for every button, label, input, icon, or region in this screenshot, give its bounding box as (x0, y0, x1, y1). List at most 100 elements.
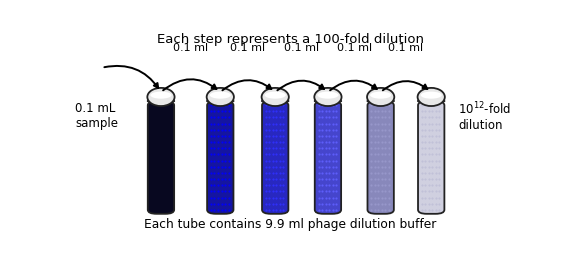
Point (265, 128, 274, 132)
Point (318, 134, 327, 138)
Point (321, 171, 330, 175)
Point (374, 189, 383, 194)
Point (276, 134, 285, 138)
Point (374, 152, 383, 156)
Point (325, 134, 334, 138)
Point (367, 115, 376, 119)
Point (224, 171, 233, 175)
Point (279, 171, 288, 175)
Point (314, 195, 323, 200)
Point (261, 134, 270, 138)
Point (318, 146, 327, 150)
Point (272, 109, 281, 113)
Point (370, 189, 379, 194)
Point (378, 103, 387, 107)
Point (424, 183, 433, 187)
Point (428, 208, 437, 212)
Point (325, 183, 334, 187)
Point (210, 128, 219, 132)
Point (325, 115, 334, 119)
Point (374, 171, 383, 175)
Point (374, 202, 383, 206)
Point (206, 195, 215, 200)
Point (435, 109, 444, 113)
Ellipse shape (261, 88, 289, 106)
Point (370, 183, 379, 187)
Point (210, 189, 219, 194)
Point (424, 134, 433, 138)
Point (261, 152, 270, 156)
Point (428, 103, 437, 107)
Point (417, 109, 426, 113)
Point (367, 109, 376, 113)
Point (206, 152, 215, 156)
Point (367, 208, 376, 212)
Point (276, 189, 285, 194)
Point (374, 109, 383, 113)
Point (314, 202, 323, 206)
Point (213, 159, 222, 163)
Point (378, 140, 387, 144)
Point (421, 208, 430, 212)
Point (367, 202, 376, 206)
Point (370, 122, 379, 126)
Point (381, 177, 390, 181)
Point (261, 122, 270, 126)
Point (378, 189, 387, 194)
Point (367, 134, 376, 138)
Point (435, 122, 444, 126)
Point (332, 177, 341, 181)
Point (217, 208, 226, 212)
Point (367, 122, 376, 126)
Point (224, 152, 233, 156)
Point (261, 189, 270, 194)
Point (279, 134, 288, 138)
Point (328, 195, 337, 200)
Point (276, 146, 285, 150)
Point (221, 103, 230, 107)
Point (321, 183, 330, 187)
Point (381, 183, 390, 187)
Point (261, 159, 270, 163)
Point (421, 202, 430, 206)
Point (325, 189, 334, 194)
Point (381, 159, 390, 163)
Point (279, 159, 288, 163)
Point (417, 171, 426, 175)
Point (224, 165, 233, 169)
Point (314, 152, 323, 156)
Point (265, 202, 274, 206)
Point (424, 177, 433, 181)
Point (384, 177, 393, 181)
Point (268, 202, 277, 206)
Point (374, 115, 383, 119)
Point (276, 195, 285, 200)
Point (431, 152, 441, 156)
Point (265, 195, 274, 200)
Point (265, 140, 274, 144)
Point (421, 159, 430, 163)
Point (279, 140, 288, 144)
Point (210, 165, 219, 169)
Point (378, 115, 387, 119)
Point (272, 122, 281, 126)
Point (206, 165, 215, 169)
Point (428, 146, 437, 150)
Point (328, 202, 337, 206)
Point (435, 103, 444, 107)
Point (314, 183, 323, 187)
Point (261, 208, 270, 212)
Point (374, 208, 383, 212)
Point (417, 128, 426, 132)
Point (321, 195, 330, 200)
Point (279, 208, 288, 212)
Point (370, 115, 379, 119)
Ellipse shape (147, 99, 175, 103)
Point (421, 171, 430, 175)
Point (213, 195, 222, 200)
Point (210, 122, 219, 126)
Point (378, 152, 387, 156)
Point (213, 152, 222, 156)
Point (210, 103, 219, 107)
Point (268, 140, 277, 144)
